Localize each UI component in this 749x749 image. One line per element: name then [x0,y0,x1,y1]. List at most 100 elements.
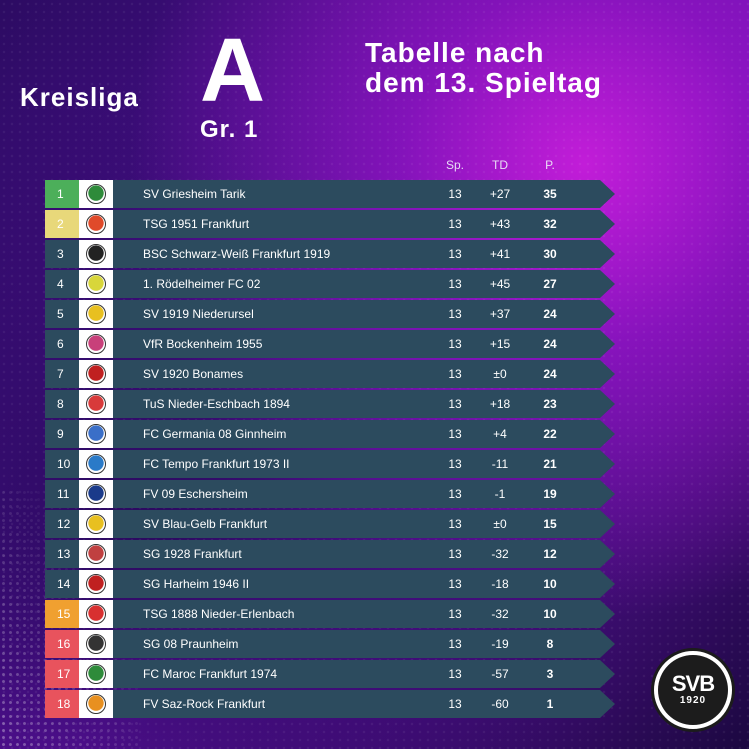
team-logo-icon [86,364,106,384]
goal-difference: -60 [491,697,509,711]
games-played: 13 [448,547,462,561]
table-row: 15 TSG 1888 Nieder-Erlenbach 13 -32 10 [45,600,615,628]
goal-difference: -32 [491,547,509,561]
points: 3 [546,667,554,681]
games-played: 13 [448,607,462,621]
row-background [45,510,615,538]
row-position: 6 [45,330,79,358]
team-name: FV 09 Eschersheim [143,487,248,501]
team-name: FC Germania 08 Ginnheim [143,427,287,441]
header-points: P. [545,158,555,172]
games-played: 13 [448,457,462,471]
club-badge-text: SVB [671,671,715,696]
games-played: 13 [448,697,462,711]
team-logo-cell [79,360,113,388]
team-logo-cell [79,570,113,598]
goal-difference: ±0 [493,367,507,381]
table-row: 11 FV 09 Eschersheim 13 -1 19 [45,480,615,508]
team-logo-icon [86,184,106,204]
games-played: 13 [448,397,462,411]
row-position: 2 [45,210,79,238]
league-group: Gr. 1 [200,116,259,143]
club-badge-inner: SVB 1920 [658,655,728,725]
points: 15 [543,517,557,531]
team-name: SG 08 Praunheim [143,637,239,651]
team-logo-icon [86,694,106,714]
headline-line-2: dem 13. Spieltag [365,67,602,98]
league-title: Kreisliga [20,82,139,112]
table-row: 10 FC Tempo Frankfurt 1973 II 13 -11 21 [45,450,615,478]
goal-difference: +41 [489,247,511,261]
games-played: 13 [448,247,462,261]
team-logo-icon [86,544,106,564]
row-background [45,600,615,628]
table-row: 5 SV 1919 Niederursel 13 +37 24 [45,300,615,328]
row-position: 4 [45,270,79,298]
row-position: 1 [45,180,79,208]
table-row: 7 SV 1920 Bonames 13 ±0 24 [45,360,615,388]
goal-difference: +37 [489,307,511,321]
row-background [45,270,615,298]
table-row: 16 SG 08 Praunheim 13 -19 8 [45,630,615,658]
table-row: 4 1. Rödelheimer FC 02 13 +45 27 [45,270,615,298]
team-logo-icon [86,304,106,324]
team-logo-icon [86,484,106,504]
points: 10 [543,577,557,591]
goal-difference: -18 [491,577,509,591]
points: 8 [546,637,554,651]
row-background [45,180,615,208]
points: 30 [543,247,557,261]
goal-difference: -1 [494,487,506,501]
table-row: 3 BSC Schwarz-Weiß Frankfurt 1919 13 +41 30 [45,240,615,268]
row-background [45,480,615,508]
row-position: 10 [45,450,79,478]
points: 22 [543,427,557,441]
row-position: 11 [45,480,79,508]
table-row: 17 FC Maroc Frankfurt 1974 13 -57 3 [45,660,615,688]
games-played: 13 [448,217,462,231]
header-played: Sp. [445,158,464,172]
headline-line-1: Tabelle nach [365,37,545,68]
goal-difference: +18 [489,397,511,411]
team-logo-cell [79,480,113,508]
row-position: 14 [45,570,79,598]
table-row: 2 TSG 1951 Frankfurt 13 +43 32 [45,210,615,238]
team-logo-icon [86,244,106,264]
team-name: TuS Nieder-Eschbach 1894 [143,397,290,411]
team-logo-icon [86,334,106,354]
row-background [45,390,615,418]
goal-difference: -57 [491,667,509,681]
points: 1 [546,697,554,711]
row-background [45,300,615,328]
goal-difference: +4 [493,427,507,441]
row-background [45,570,615,598]
team-logo-cell [79,270,113,298]
team-name: BSC Schwarz-Weiß Frankfurt 1919 [143,247,331,261]
row-background [45,660,615,688]
row-position: 13 [45,540,79,568]
points: 35 [543,187,557,201]
team-logo-cell [79,510,113,538]
games-played: 13 [448,667,462,681]
team-logo-cell [79,540,113,568]
games-played: 13 [448,577,462,591]
team-logo-cell [79,450,113,478]
team-name: SV Griesheim Tarik [143,187,246,201]
games-played: 13 [448,487,462,501]
goal-difference: -32 [491,607,509,621]
team-name: VfR Bockenheim 1955 [143,337,263,351]
column-headers: Sp. TD P. [0,158,749,176]
row-position: 7 [45,360,79,388]
team-name: TSG 1951 Frankfurt [143,217,250,231]
goal-difference: +15 [489,337,511,351]
row-background [45,690,615,718]
points: 23 [543,397,557,411]
games-played: 13 [448,427,462,441]
points: 10 [543,607,557,621]
row-position: 18 [45,690,79,718]
team-logo-cell [79,420,113,448]
games-played: 13 [448,517,462,531]
row-position: 17 [45,660,79,688]
points: 19 [543,487,557,501]
team-logo-cell [79,240,113,268]
